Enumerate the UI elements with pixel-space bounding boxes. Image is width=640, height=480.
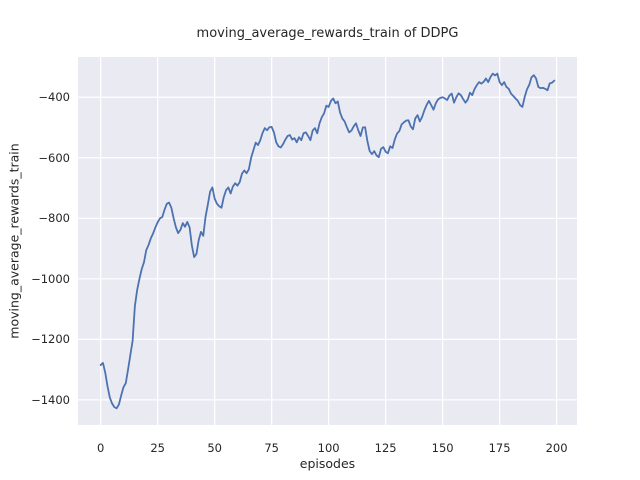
x-tick-label: 175	[488, 441, 511, 455]
y-tick-label: −1200	[31, 332, 70, 347]
x-tick-label: 25	[150, 441, 165, 455]
y-tick-label: −800	[38, 211, 70, 226]
y-tick-label: −400	[38, 90, 70, 105]
x-tick-label: 50	[207, 441, 222, 455]
y-tick-label: −600	[38, 150, 70, 165]
x-tick-label: 100	[317, 441, 340, 455]
chart-title: moving_average_rewards_train of DDPG	[196, 26, 459, 41]
x-axis-label: episodes	[299, 456, 356, 471]
y-tick-label: −1000	[31, 271, 70, 286]
x-tick-label: 200	[545, 441, 568, 455]
axes-background	[78, 57, 577, 425]
series-line-moving_average_rewards_train	[99, 72, 556, 410]
y-tick-label: −1400	[31, 392, 70, 407]
y-axis-label: moving_average_rewards_train	[6, 143, 22, 339]
x-tick-label: 125	[374, 441, 397, 455]
x-tick-label: 75	[264, 441, 279, 455]
x-tick-label: 150	[431, 441, 454, 455]
plot-area	[78, 57, 577, 425]
x-tick-label: 0	[97, 441, 105, 455]
